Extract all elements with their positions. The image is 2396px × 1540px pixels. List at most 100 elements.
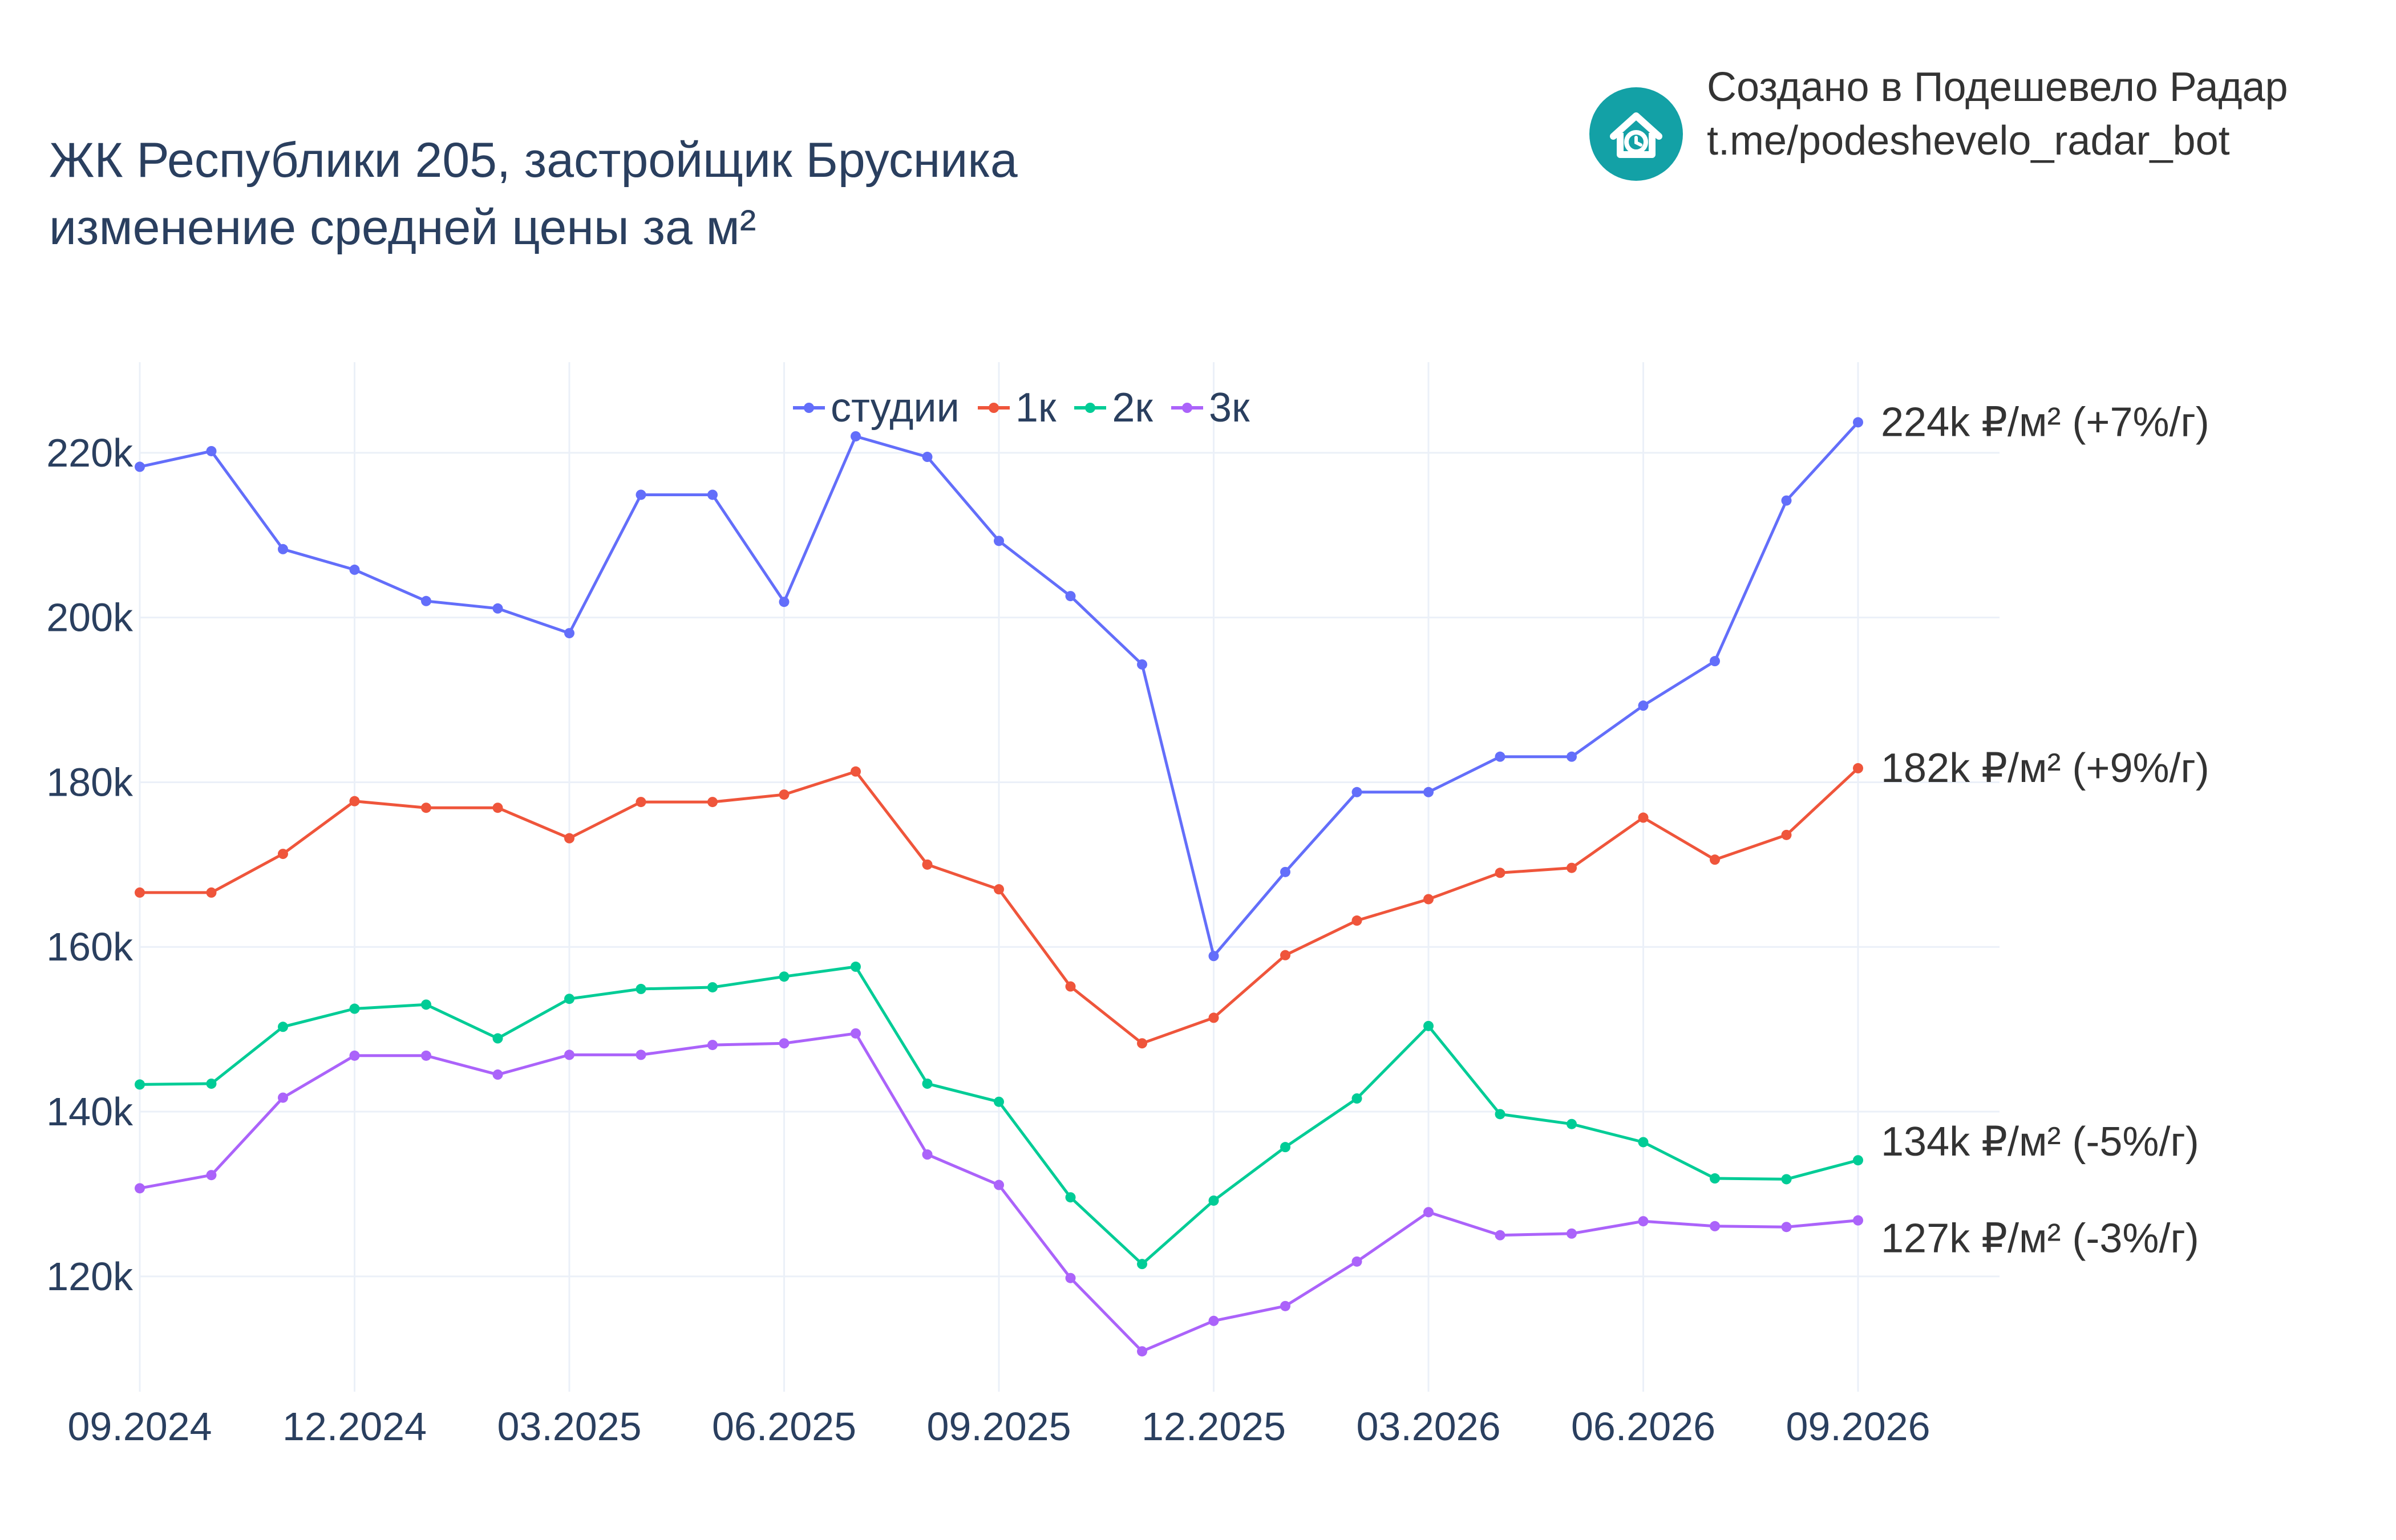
data-point [994, 536, 1004, 546]
data-point [206, 1170, 217, 1181]
data-point [851, 1028, 861, 1039]
data-point [1280, 1142, 1290, 1153]
data-point [278, 1022, 288, 1032]
data-point [851, 431, 861, 441]
data-point [636, 797, 646, 808]
data-point [564, 628, 574, 639]
legend-label: 1к [1015, 385, 1057, 431]
data-point [1567, 751, 1577, 762]
data-point [1423, 787, 1434, 797]
data-point [1495, 1230, 1505, 1241]
data-point [1137, 1038, 1147, 1049]
data-point [1423, 894, 1434, 905]
data-point [779, 971, 790, 982]
legend-swatch-icon [977, 403, 1010, 413]
data-point [851, 766, 861, 777]
legend-label: 3к [1208, 385, 1250, 431]
data-point [1065, 1272, 1076, 1283]
data-point [1638, 1137, 1649, 1148]
data-point [636, 1049, 646, 1060]
legend-item-studios[interactable]: студии [792, 384, 960, 431]
data-point [779, 597, 790, 607]
data-point [636, 489, 646, 500]
data-point [492, 803, 503, 813]
data-point [1280, 1300, 1290, 1311]
brand-link[interactable]: t.me/podeshevelo_radar_bot [1707, 118, 2230, 164]
data-point [1065, 981, 1076, 992]
x-tick-label: 09.2025 [926, 1404, 1071, 1449]
data-point [1280, 866, 1290, 877]
y-tick-label: 160k [46, 925, 133, 969]
data-point [922, 859, 933, 870]
data-point [1423, 1020, 1434, 1031]
data-point [1853, 763, 1863, 773]
data-point [1351, 915, 1362, 926]
y-tick-label: 220k [46, 431, 133, 475]
axis-ticks: 120k 140k 160k 180k 200k 220k 09.2024 12.2024 03… [46, 431, 1930, 1449]
x-tick-label: 03.2026 [1356, 1404, 1500, 1449]
data-point [1137, 1259, 1147, 1270]
data-point [1710, 854, 1720, 865]
data-point [1495, 751, 1505, 762]
data-point [707, 797, 718, 808]
data-point [1065, 1192, 1076, 1203]
x-tick-label: 06.2026 [1571, 1404, 1715, 1449]
data-point [135, 1079, 145, 1090]
data-point [1638, 812, 1649, 823]
legend-item-1k[interactable]: 1к [977, 384, 1057, 431]
data-point [421, 999, 431, 1010]
data-point [206, 887, 217, 898]
data-point [206, 1078, 217, 1089]
data-point [135, 461, 145, 472]
data-point [707, 1040, 718, 1051]
legend-swatch-icon [1171, 403, 1203, 413]
data-point [278, 1092, 288, 1103]
data-point [1781, 829, 1792, 840]
data-point [1781, 1174, 1792, 1185]
data-point [1351, 1256, 1362, 1267]
series-layer [135, 417, 1863, 1357]
data-point [564, 994, 574, 1004]
data-point [922, 1149, 933, 1160]
legend: студии 1к 2к 3к [792, 382, 1266, 433]
data-point [278, 849, 288, 860]
data-point [922, 452, 933, 463]
data-point [707, 489, 718, 500]
data-point [492, 1069, 503, 1080]
series-end-label: 127k ₽/м² (-3%/г) [1881, 1216, 2199, 1262]
legend-item-2k[interactable]: 2к [1073, 384, 1153, 431]
data-point [349, 1003, 360, 1014]
data-point [779, 1038, 790, 1049]
data-point [1208, 951, 1219, 962]
brand-name: Создано в Подешевело Радар [1707, 64, 2288, 110]
data-point [1423, 1207, 1434, 1218]
data-point [135, 887, 145, 898]
data-point [1853, 1155, 1863, 1166]
data-point [492, 603, 503, 614]
data-point [1208, 1012, 1219, 1023]
chart-subtitle: изменение средней цены за м² [49, 200, 756, 255]
data-point [1853, 1215, 1863, 1226]
data-point [1208, 1315, 1219, 1326]
legend-swatch-icon [1074, 403, 1107, 413]
data-point [994, 884, 1004, 895]
x-tick-label: 12.2024 [282, 1404, 427, 1449]
data-point [1853, 417, 1863, 428]
data-point [1638, 700, 1649, 711]
data-point [1351, 1093, 1362, 1104]
grid [139, 362, 2000, 1392]
data-point [1208, 1195, 1219, 1206]
data-point [922, 1078, 933, 1089]
series-end-label: 224k ₽/м² (+7%/г) [1881, 399, 2209, 445]
data-point [1495, 868, 1505, 878]
data-point [421, 595, 431, 606]
data-point [1351, 787, 1362, 797]
data-point [1781, 495, 1792, 506]
legend-item-3k[interactable]: 3к [1170, 384, 1250, 431]
house-clock-icon [1589, 87, 1683, 181]
data-point [278, 544, 288, 554]
data-point [349, 796, 360, 807]
data-point [492, 1033, 503, 1044]
data-point [1781, 1222, 1792, 1233]
data-point [1710, 656, 1720, 667]
